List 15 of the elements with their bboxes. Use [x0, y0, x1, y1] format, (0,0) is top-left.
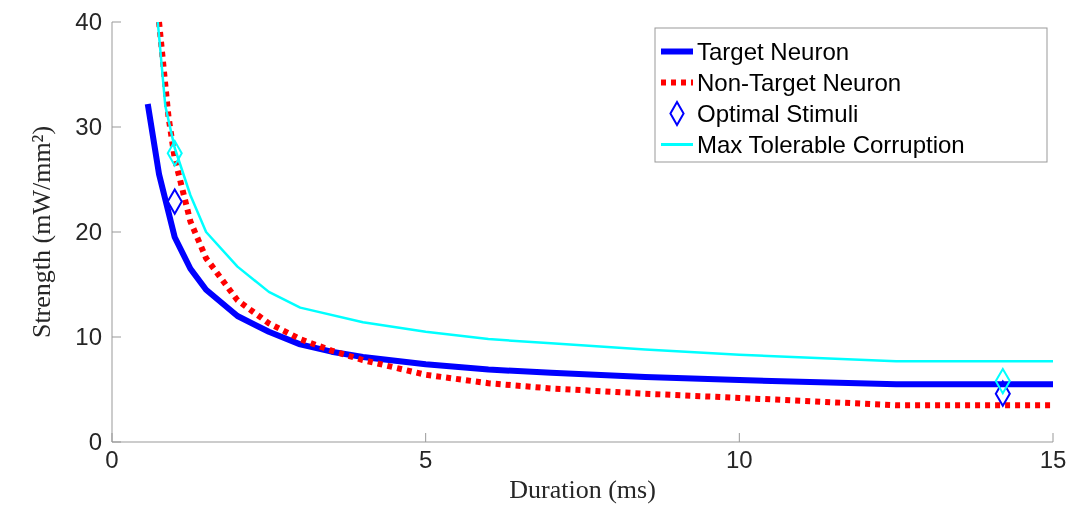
x-axis-title: Duration (ms) [509, 475, 656, 504]
y-tick-label: 20 [75, 218, 102, 246]
y-tick-label: 30 [75, 113, 102, 141]
x-tick-label: 10 [725, 446, 753, 473]
x-tick-label: 15 [1039, 446, 1067, 473]
legend-label: Target Neuron [697, 37, 850, 65]
y-tick-label: 0 [88, 428, 102, 456]
x-tick-label: 5 [418, 446, 433, 473]
legend-label: Max Tolerable Corruption [697, 130, 965, 158]
x-tick-label: 0 [105, 446, 119, 473]
legend-label: Non-Target Neuron [697, 68, 902, 96]
y-tick-label: 10 [75, 323, 102, 351]
legend-label: Optimal Stimuli [697, 99, 859, 127]
y-tick-label: 40 [75, 8, 102, 36]
y-axis-title: Strength (mW/mm²) [27, 125, 56, 339]
